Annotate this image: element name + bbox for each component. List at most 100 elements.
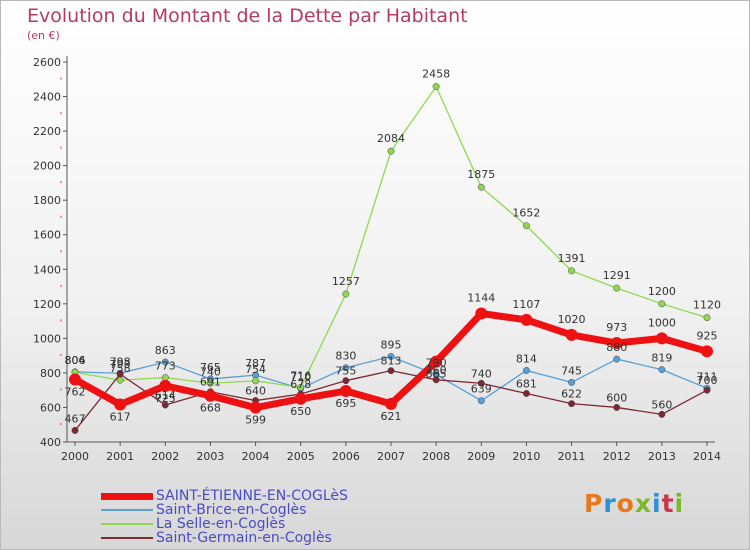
data-label: 895 bbox=[381, 339, 402, 352]
x-tick-label: 2012 bbox=[603, 450, 631, 463]
data-label: 725 bbox=[155, 392, 176, 405]
data-label: 865 bbox=[426, 368, 447, 381]
data-label: 925 bbox=[697, 329, 718, 342]
data-point bbox=[520, 313, 533, 326]
data-point bbox=[703, 314, 711, 322]
x-tick-label: 2014 bbox=[693, 450, 721, 463]
data-label: 617 bbox=[110, 411, 131, 424]
legend-item-saint-brice: Saint-Brice-en-Coglès bbox=[101, 502, 401, 518]
legend-label: La Selle-en-Coglès bbox=[156, 516, 286, 532]
data-label: 650 bbox=[290, 405, 311, 418]
data-point bbox=[432, 83, 440, 90]
data-point bbox=[477, 379, 485, 387]
data-point bbox=[387, 367, 395, 375]
data-label: 695 bbox=[335, 397, 356, 410]
data-label: 755 bbox=[335, 365, 356, 378]
legend: SAINT-ÉTIENNE-EN-COGLèS Saint-Brice-en-C… bbox=[101, 488, 401, 546]
data-label: 1652 bbox=[512, 207, 540, 220]
data-label: 814 bbox=[516, 352, 537, 365]
legend-item-saint-etienne: SAINT-ÉTIENNE-EN-COGLèS bbox=[101, 488, 401, 504]
legend-label: SAINT-ÉTIENNE-EN-COGLèS bbox=[156, 488, 348, 504]
data-label: 754 bbox=[245, 363, 266, 376]
data-label: 2084 bbox=[377, 132, 405, 145]
y-tick-label: 800 bbox=[40, 367, 61, 380]
data-label: 1000 bbox=[648, 316, 676, 329]
data-label: 2458 bbox=[422, 68, 450, 81]
data-point bbox=[477, 183, 485, 191]
data-point bbox=[71, 426, 79, 434]
data-label: 793 bbox=[110, 358, 131, 371]
data-label: 1291 bbox=[603, 269, 631, 282]
data-point bbox=[294, 392, 307, 405]
data-label: 773 bbox=[155, 360, 176, 373]
x-tick-label: 2003 bbox=[196, 450, 224, 463]
data-point bbox=[159, 379, 172, 392]
data-label: 640 bbox=[245, 385, 266, 398]
chart-subtitle: (en €) bbox=[27, 29, 60, 42]
data-point bbox=[658, 300, 666, 308]
data-label: 1120 bbox=[693, 299, 721, 312]
data-label: 678 bbox=[290, 378, 311, 391]
data-point bbox=[116, 370, 124, 378]
logo-letter: P bbox=[584, 489, 604, 518]
x-tick-label: 2001 bbox=[106, 450, 134, 463]
data-point bbox=[658, 366, 666, 374]
y-tick-label: 2000 bbox=[33, 160, 61, 173]
data-label: 700 bbox=[697, 374, 718, 387]
data-label: 599 bbox=[245, 414, 266, 427]
x-tick-label: 2013 bbox=[648, 450, 676, 463]
data-point bbox=[69, 373, 81, 386]
data-point bbox=[565, 328, 578, 341]
legend-swatch bbox=[101, 537, 153, 539]
data-label: 600 bbox=[606, 391, 627, 404]
chart-title: Evolution du Montant de la Dette par Hab… bbox=[27, 5, 468, 27]
x-tick-label: 2005 bbox=[287, 450, 315, 463]
data-label: 1200 bbox=[648, 285, 676, 298]
data-label: 681 bbox=[516, 377, 537, 390]
data-point bbox=[342, 364, 350, 372]
logo-letter: i bbox=[674, 489, 685, 518]
legend-label: Saint-Brice-en-Coglès bbox=[156, 502, 307, 518]
data-point bbox=[385, 397, 397, 410]
data-label: 621 bbox=[381, 410, 402, 423]
data-point bbox=[658, 410, 666, 418]
data-label: 467 bbox=[65, 412, 86, 425]
y-tick-label: 2400 bbox=[33, 91, 61, 104]
data-point bbox=[342, 290, 350, 298]
y-tick-label: 600 bbox=[40, 401, 61, 414]
data-point bbox=[522, 390, 530, 397]
logo-letter: o bbox=[616, 489, 635, 518]
data-label: 804 bbox=[65, 354, 86, 367]
data-label: 622 bbox=[561, 388, 582, 401]
x-tick-label: 2000 bbox=[61, 450, 89, 463]
y-tick-label: 1400 bbox=[33, 263, 61, 276]
data-point bbox=[477, 397, 485, 405]
data-point bbox=[249, 401, 262, 414]
logo-letter: r bbox=[603, 489, 617, 518]
logo-letter: x bbox=[634, 489, 652, 518]
data-point bbox=[568, 400, 576, 408]
data-label: 710 bbox=[290, 370, 311, 383]
y-tick-label: 1800 bbox=[33, 194, 61, 207]
data-point bbox=[161, 401, 169, 409]
x-tick-label: 2007 bbox=[377, 450, 405, 463]
data-label: 758 bbox=[110, 362, 131, 375]
x-tick-label: 2004 bbox=[242, 450, 270, 463]
data-point bbox=[522, 222, 530, 230]
data-label: 560 bbox=[651, 398, 672, 411]
data-point bbox=[475, 307, 488, 320]
data-point bbox=[204, 389, 217, 402]
data-label: 819 bbox=[651, 352, 672, 365]
data-label: 1257 bbox=[332, 275, 360, 288]
x-tick-label: 2006 bbox=[332, 450, 360, 463]
x-tick-label: 2011 bbox=[558, 450, 586, 463]
data-point bbox=[655, 332, 668, 345]
data-point bbox=[701, 345, 713, 358]
data-label: 760 bbox=[426, 364, 447, 377]
data-label: 973 bbox=[606, 321, 627, 334]
data-label: 863 bbox=[155, 344, 176, 357]
data-label: 1144 bbox=[467, 291, 495, 304]
data-label: 668 bbox=[200, 402, 221, 415]
